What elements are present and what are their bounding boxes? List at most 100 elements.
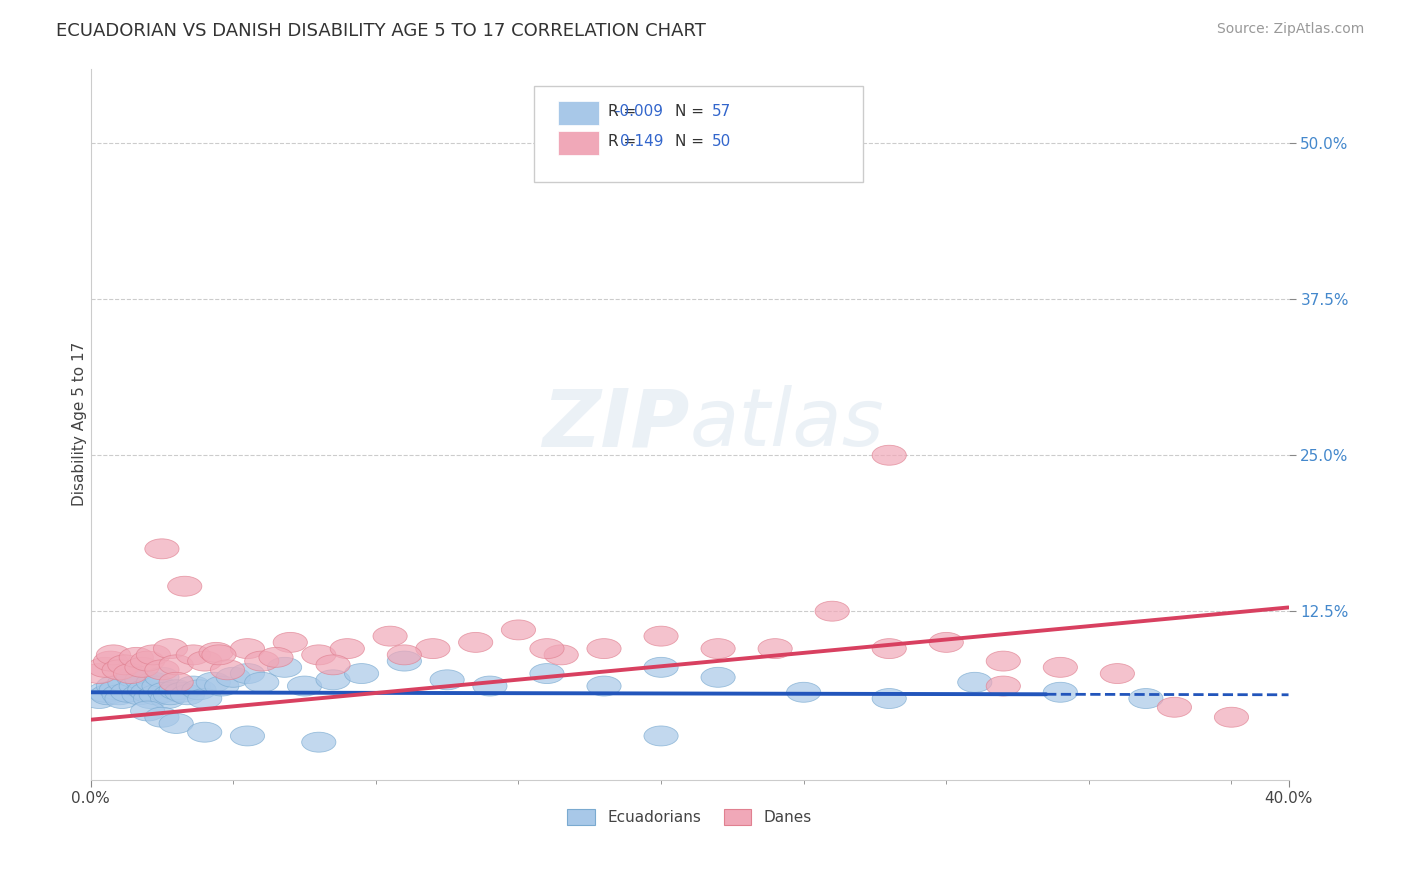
Ellipse shape bbox=[134, 689, 167, 708]
Ellipse shape bbox=[139, 685, 173, 705]
Ellipse shape bbox=[197, 673, 231, 692]
Ellipse shape bbox=[786, 682, 821, 702]
Ellipse shape bbox=[145, 539, 179, 558]
Ellipse shape bbox=[145, 667, 179, 688]
Text: N =: N = bbox=[675, 103, 704, 119]
Text: -0.009: -0.009 bbox=[614, 103, 664, 119]
Ellipse shape bbox=[986, 676, 1021, 696]
Ellipse shape bbox=[148, 682, 181, 702]
Ellipse shape bbox=[120, 648, 153, 667]
Ellipse shape bbox=[122, 685, 156, 705]
Ellipse shape bbox=[530, 639, 564, 658]
Ellipse shape bbox=[150, 689, 184, 708]
Ellipse shape bbox=[815, 601, 849, 621]
Ellipse shape bbox=[316, 655, 350, 675]
Ellipse shape bbox=[136, 673, 170, 692]
FancyBboxPatch shape bbox=[558, 101, 599, 125]
Ellipse shape bbox=[387, 651, 422, 671]
Text: ECUADORIAN VS DANISH DISABILITY AGE 5 TO 17 CORRELATION CHART: ECUADORIAN VS DANISH DISABILITY AGE 5 TO… bbox=[56, 22, 706, 40]
Ellipse shape bbox=[530, 664, 564, 683]
Ellipse shape bbox=[245, 673, 278, 692]
Ellipse shape bbox=[872, 689, 907, 708]
Ellipse shape bbox=[957, 673, 991, 692]
Ellipse shape bbox=[929, 632, 963, 652]
Text: 50: 50 bbox=[713, 135, 731, 149]
Ellipse shape bbox=[644, 726, 678, 746]
Ellipse shape bbox=[259, 648, 292, 667]
Ellipse shape bbox=[986, 651, 1021, 671]
Ellipse shape bbox=[82, 664, 117, 683]
Ellipse shape bbox=[586, 639, 621, 658]
Ellipse shape bbox=[103, 685, 136, 705]
Ellipse shape bbox=[1157, 698, 1191, 717]
Ellipse shape bbox=[181, 680, 217, 699]
Ellipse shape bbox=[114, 664, 148, 683]
Ellipse shape bbox=[100, 680, 134, 699]
Text: 57: 57 bbox=[713, 103, 731, 119]
Ellipse shape bbox=[187, 651, 222, 671]
Ellipse shape bbox=[1101, 664, 1135, 683]
Ellipse shape bbox=[302, 645, 336, 665]
Ellipse shape bbox=[131, 682, 165, 702]
Ellipse shape bbox=[131, 651, 165, 671]
Ellipse shape bbox=[702, 667, 735, 688]
Ellipse shape bbox=[1129, 689, 1163, 708]
Ellipse shape bbox=[644, 657, 678, 677]
Text: atlas: atlas bbox=[689, 385, 884, 463]
Y-axis label: Disability Age 5 to 17: Disability Age 5 to 17 bbox=[72, 342, 87, 506]
Ellipse shape bbox=[128, 680, 162, 699]
Ellipse shape bbox=[344, 664, 378, 683]
Ellipse shape bbox=[872, 445, 907, 466]
Ellipse shape bbox=[167, 576, 202, 596]
Ellipse shape bbox=[142, 676, 176, 696]
Ellipse shape bbox=[416, 639, 450, 658]
Ellipse shape bbox=[159, 714, 193, 733]
Ellipse shape bbox=[644, 626, 678, 646]
Legend: Ecuadorians, Danes: Ecuadorians, Danes bbox=[568, 809, 811, 825]
Ellipse shape bbox=[97, 676, 131, 696]
Ellipse shape bbox=[231, 664, 264, 683]
Ellipse shape bbox=[159, 673, 193, 692]
Ellipse shape bbox=[287, 676, 322, 696]
Ellipse shape bbox=[153, 685, 187, 705]
Ellipse shape bbox=[373, 626, 408, 646]
Ellipse shape bbox=[145, 707, 179, 727]
Ellipse shape bbox=[82, 689, 117, 708]
Ellipse shape bbox=[159, 655, 193, 675]
Ellipse shape bbox=[125, 670, 159, 690]
Ellipse shape bbox=[165, 682, 200, 702]
Ellipse shape bbox=[159, 680, 193, 699]
Ellipse shape bbox=[430, 670, 464, 690]
Ellipse shape bbox=[120, 676, 153, 696]
Ellipse shape bbox=[87, 657, 122, 677]
Ellipse shape bbox=[217, 667, 250, 688]
Ellipse shape bbox=[1215, 707, 1249, 727]
Text: Source: ZipAtlas.com: Source: ZipAtlas.com bbox=[1216, 22, 1364, 37]
Ellipse shape bbox=[273, 632, 308, 652]
Ellipse shape bbox=[702, 639, 735, 658]
Ellipse shape bbox=[544, 645, 578, 665]
FancyBboxPatch shape bbox=[534, 87, 863, 182]
Ellipse shape bbox=[103, 660, 136, 680]
Ellipse shape bbox=[145, 660, 179, 680]
Text: R =: R = bbox=[609, 103, 637, 119]
Ellipse shape bbox=[231, 726, 264, 746]
Ellipse shape bbox=[108, 673, 142, 692]
Ellipse shape bbox=[105, 689, 139, 708]
Ellipse shape bbox=[586, 676, 621, 696]
Ellipse shape bbox=[472, 676, 508, 696]
Ellipse shape bbox=[136, 645, 170, 665]
Ellipse shape bbox=[90, 685, 125, 705]
Ellipse shape bbox=[758, 639, 792, 658]
Ellipse shape bbox=[231, 639, 264, 658]
FancyBboxPatch shape bbox=[558, 131, 599, 155]
Ellipse shape bbox=[458, 632, 492, 652]
Ellipse shape bbox=[97, 645, 131, 665]
Text: R =: R = bbox=[609, 135, 637, 149]
Text: ZIP: ZIP bbox=[543, 385, 689, 463]
Ellipse shape bbox=[176, 676, 211, 696]
Ellipse shape bbox=[131, 701, 165, 721]
Ellipse shape bbox=[176, 645, 211, 665]
Ellipse shape bbox=[1043, 682, 1077, 702]
Ellipse shape bbox=[187, 723, 222, 742]
